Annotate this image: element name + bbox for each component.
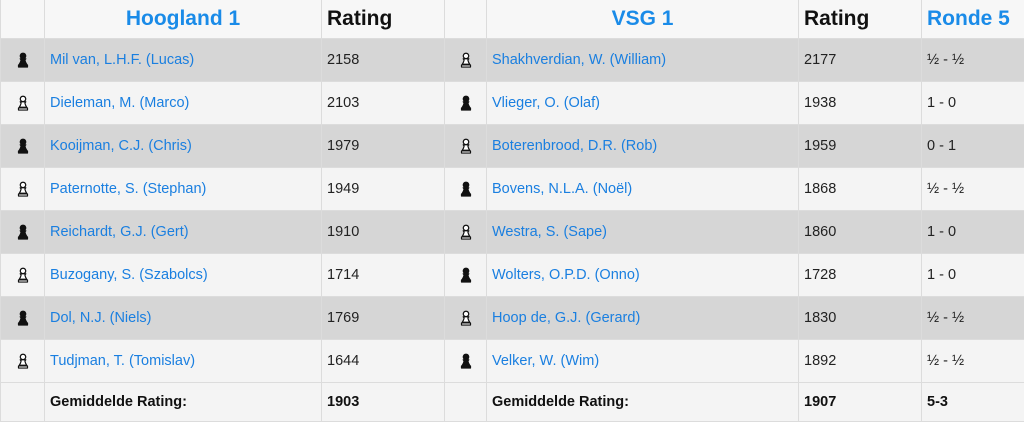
home-player-cell: Tudjman, T. (Tomislav) [45,340,322,383]
home-player-link[interactable]: Paternotte, S. (Stephan) [50,181,206,197]
game-result: 1 - 0 [922,82,1024,125]
home-player-rating: 2103 [322,82,445,125]
round-heading[interactable]: Ronde 5 [922,0,1024,39]
board-row: Dol, N.J. (Niels) 1769 Hoop de, G.J. (Gera… [1,297,1024,340]
home-player-rating: 1769 [322,297,445,340]
match-score: 5-3 [922,383,1024,422]
home-player-link[interactable]: Buzogany, S. (Szabolcs) [50,267,208,283]
home-rating-heading: Rating [322,0,445,39]
white-pawn-icon [1,82,45,125]
home-average-rating: 1903 [322,383,445,422]
home-average-label: Gemiddelde Rating: [45,383,322,422]
home-player-rating: 2158 [322,39,445,82]
home-team-heading[interactable]: Hoogland 1 [45,0,322,39]
away-player-link[interactable]: Hoop de, G.J. (Gerard) [492,310,640,326]
home-player-rating: 1949 [322,168,445,211]
footer-blank [1,383,45,422]
boards-body: Mil van, L.H.F. (Lucas) 2158 Shakhverdian,… [1,39,1024,383]
away-player-cell: Shakhverdian, W. (William) [487,39,799,82]
black-pawn-icon [445,168,487,211]
away-player-link[interactable]: Vlieger, O. (Olaf) [492,95,600,111]
board-row: Dieleman, M. (Marco) 2103 Vlieger, O. (Ola… [1,82,1024,125]
game-result: 0 - 1 [922,125,1024,168]
game-result: ½ - ½ [922,297,1024,340]
away-player-cell: Westra, S. (Sape) [487,211,799,254]
board-row: Mil van, L.H.F. (Lucas) 2158 Shakhverdian,… [1,39,1024,82]
black-pawn-icon [445,340,487,383]
away-average-rating: 1907 [799,383,922,422]
board-row: Paternotte, S. (Stephan) 1949 Bovens, N.L.… [1,168,1024,211]
home-player-link[interactable]: Reichardt, G.J. (Gert) [50,224,189,240]
home-player-link[interactable]: Dol, N.J. (Niels) [50,310,152,326]
away-rating-heading: Rating [799,0,922,39]
away-player-rating: 1959 [799,125,922,168]
home-player-link[interactable]: Dieleman, M. (Marco) [50,95,189,111]
board-row: Buzogany, S. (Szabolcs) 1714 Wolters, O.P.… [1,254,1024,297]
board-row: Reichardt, G.J. (Gert) 1910 Westra, S. (Sa… [1,211,1024,254]
black-pawn-icon [1,297,45,340]
away-average-label: Gemiddelde Rating: [487,383,799,422]
black-pawn-icon [1,125,45,168]
home-player-cell: Mil van, L.H.F. (Lucas) [45,39,322,82]
away-player-link[interactable]: Wolters, O.P.D. (Onno) [492,267,640,283]
away-player-link[interactable]: Westra, S. (Sape) [492,224,607,240]
home-player-rating: 1910 [322,211,445,254]
white-pawn-icon [445,297,487,340]
away-player-rating: 2177 [799,39,922,82]
game-result: 1 - 0 [922,254,1024,297]
away-player-link[interactable]: Bovens, N.L.A. (Noël) [492,181,632,197]
footer-blank [445,383,487,422]
game-result: ½ - ½ [922,340,1024,383]
game-result: 1 - 0 [922,211,1024,254]
board-row: Kooijman, C.J. (Chris) 1979 Boterenbrood, … [1,125,1024,168]
white-pawn-icon [1,254,45,297]
home-player-cell: Kooijman, C.J. (Chris) [45,125,322,168]
home-player-link[interactable]: Mil van, L.H.F. (Lucas) [50,52,194,68]
away-player-rating: 1938 [799,82,922,125]
away-player-rating: 1868 [799,168,922,211]
average-row: Gemiddelde Rating: 1903 Gemiddelde Ratin… [1,383,1024,422]
away-player-link[interactable]: Boterenbrood, D.R. (Rob) [492,138,657,154]
white-pawn-icon [445,39,487,82]
away-player-cell: Wolters, O.P.D. (Onno) [487,254,799,297]
home-player-cell: Dol, N.J. (Niels) [45,297,322,340]
home-player-link[interactable]: Kooijman, C.J. (Chris) [50,138,192,154]
header-blank [445,0,487,39]
away-player-rating: 1860 [799,211,922,254]
home-player-link[interactable]: Tudjman, T. (Tomislav) [50,353,195,369]
away-player-cell: Velker, W. (Wim) [487,340,799,383]
home-player-cell: Dieleman, M. (Marco) [45,82,322,125]
away-team-heading[interactable]: VSG 1 [487,0,799,39]
home-player-cell: Paternotte, S. (Stephan) [45,168,322,211]
away-player-cell: Hoop de, G.J. (Gerard) [487,297,799,340]
header-row: Hoogland 1 Rating VSG 1 Rating Ronde 5 [1,0,1024,39]
home-player-cell: Reichardt, G.J. (Gert) [45,211,322,254]
black-pawn-icon [445,254,487,297]
board-row: Tudjman, T. (Tomislav) 1644 Velker, W. (Wi… [1,340,1024,383]
away-player-cell: Bovens, N.L.A. (Noël) [487,168,799,211]
away-player-rating: 1830 [799,297,922,340]
white-pawn-icon [1,340,45,383]
away-player-rating: 1728 [799,254,922,297]
away-player-rating: 1892 [799,340,922,383]
black-pawn-icon [1,39,45,82]
white-pawn-icon [1,168,45,211]
away-player-cell: Vlieger, O. (Olaf) [487,82,799,125]
header-blank [1,0,45,39]
game-result: ½ - ½ [922,168,1024,211]
home-player-rating: 1714 [322,254,445,297]
home-player-cell: Buzogany, S. (Szabolcs) [45,254,322,297]
away-player-link[interactable]: Shakhverdian, W. (William) [492,52,666,68]
home-player-rating: 1979 [322,125,445,168]
away-player-link[interactable]: Velker, W. (Wim) [492,353,599,369]
home-player-rating: 1644 [322,340,445,383]
game-result: ½ - ½ [922,39,1024,82]
away-player-cell: Boterenbrood, D.R. (Rob) [487,125,799,168]
white-pawn-icon [445,125,487,168]
white-pawn-icon [445,211,487,254]
black-pawn-icon [1,211,45,254]
black-pawn-icon [445,82,487,125]
